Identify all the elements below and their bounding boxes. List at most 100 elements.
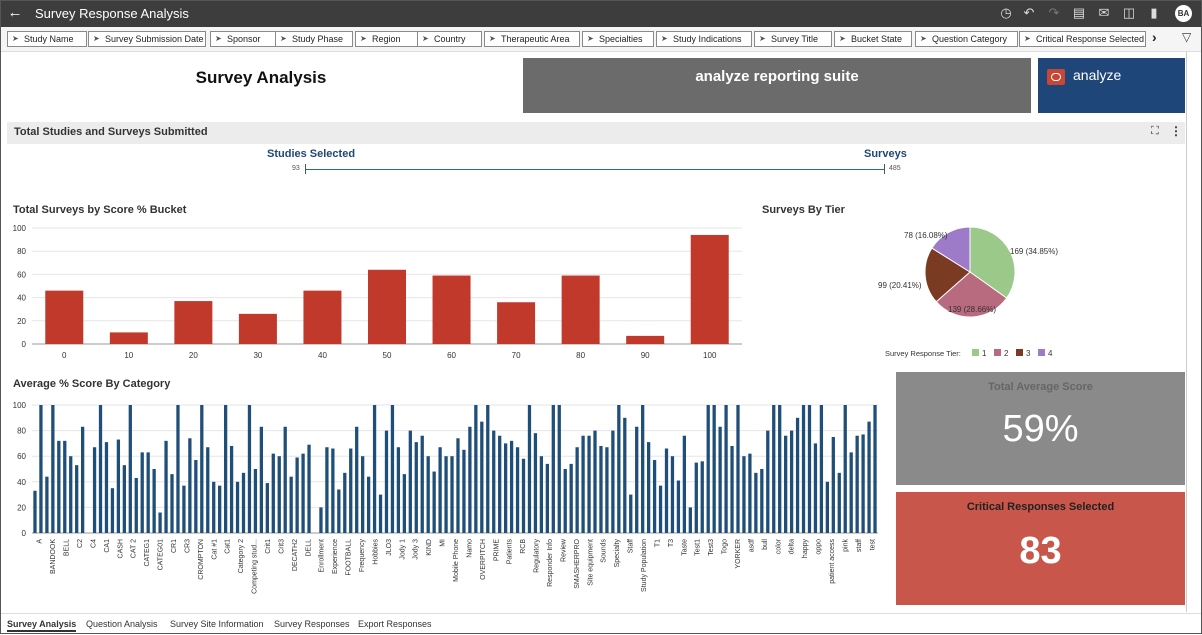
- surveys-label: Surveys: [864, 148, 907, 160]
- bar: [700, 461, 704, 533]
- pin-icon: ➤: [839, 34, 846, 43]
- filter-therapeutic-area[interactable]: ➤ Therapeutic Area: [484, 31, 580, 47]
- bar: [468, 426, 472, 533]
- filter-region[interactable]: ➤ Region: [355, 31, 419, 47]
- bar: [146, 452, 150, 533]
- bar: [748, 453, 752, 533]
- logo-text: analyze: [1073, 67, 1122, 83]
- filter-question-category[interactable]: ➤ Question Category: [915, 31, 1018, 47]
- filter-survey-title[interactable]: ➤ Survey Title: [754, 31, 832, 47]
- bookmark-icon[interactable]: ▮: [1150, 5, 1158, 20]
- pin-icon: ➤: [920, 34, 927, 43]
- filter-label: Specialties: [599, 34, 643, 44]
- bar: [98, 405, 103, 533]
- y-tick-label: 80: [17, 247, 26, 256]
- critical-responses-label: Critical Responses Selected: [966, 501, 1115, 513]
- undo-icon[interactable]: ↶: [1023, 5, 1035, 20]
- x-tick-label: pink: [842, 539, 849, 552]
- bar: [229, 445, 234, 533]
- bar: [682, 435, 687, 533]
- filter-sponsor[interactable]: ➤ Sponsor: [210, 31, 280, 47]
- bar: [164, 440, 168, 533]
- x-tick-label: OVERPITCH: [480, 539, 487, 580]
- filter-survey-submission-date[interactable]: ➤ Survey Submission Date: [88, 31, 206, 47]
- filter-label: Country: [434, 34, 466, 44]
- tab-export-responses[interactable]: Export Responses: [358, 619, 432, 629]
- bar: [277, 456, 281, 533]
- tab-survey-responses[interactable]: Survey Responses: [274, 619, 350, 629]
- expand-icon[interactable]: ⛶: [1151, 125, 1159, 137]
- bar: [212, 481, 216, 533]
- bar: [724, 405, 728, 533]
- bar: [158, 512, 162, 533]
- bar: [110, 488, 115, 533]
- studies-tick: [305, 164, 306, 174]
- bar: [867, 421, 871, 533]
- bar: [438, 447, 442, 533]
- filter-label: Study Indications: [673, 34, 742, 44]
- filter-country[interactable]: ➤ Country: [417, 31, 482, 47]
- score-bucket-chart: 0 20 40 60 80 100 0 10 20 30 40 50 60 70 80 90 100: [13, 224, 742, 360]
- x-tick-label: Enrollment: [319, 539, 326, 573]
- legend-swatch: [994, 349, 1001, 356]
- back-arrow-icon[interactable]: ←: [7, 4, 23, 21]
- bar: [873, 405, 877, 533]
- x-tick-label: 30: [253, 351, 262, 360]
- filter-study-name[interactable]: ➤ Study Name: [7, 31, 87, 47]
- scrollbar[interactable]: [1186, 52, 1187, 612]
- bar: [140, 452, 144, 533]
- bar: [408, 430, 412, 533]
- bar: [81, 426, 85, 533]
- avatar[interactable]: BA: [1175, 5, 1192, 22]
- bar: [456, 438, 460, 533]
- surveys-value: 485: [889, 165, 901, 172]
- bar: [593, 430, 597, 533]
- comment-icon[interactable]: ✉: [1098, 5, 1110, 20]
- bar: [253, 469, 258, 533]
- app-title: Survey Response Analysis: [35, 6, 189, 21]
- chevron-right-icon[interactable]: ›: [1152, 29, 1157, 45]
- tab-question-analysis[interactable]: Question Analysis: [86, 619, 158, 629]
- pin-icon: ➤: [759, 34, 766, 43]
- tab-survey-site-information[interactable]: Survey Site Information: [170, 619, 264, 629]
- bar: [527, 405, 532, 533]
- filter-critical-response-selected[interactable]: ➤ Critical Response Selected: [1019, 31, 1146, 47]
- present-icon[interactable]: ◫: [1122, 5, 1136, 20]
- banner-tile: analyze reporting suite: [523, 58, 1031, 113]
- bar: [426, 456, 430, 533]
- x-tick-label: CROMPTON: [198, 539, 205, 580]
- bar: [259, 426, 264, 533]
- bar: [188, 438, 192, 533]
- legend-label: 3: [1026, 349, 1031, 358]
- more-options-icon[interactable]: ⋮: [1170, 124, 1182, 138]
- bar: [104, 442, 109, 533]
- filter-study-indications[interactable]: ➤ Study Indications: [656, 31, 752, 47]
- filter-bucket-state[interactable]: ➤ Bucket State: [834, 31, 912, 47]
- x-tick-label: KIND: [426, 539, 433, 556]
- x-tick-label: C2: [77, 539, 84, 548]
- save-icon[interactable]: ▤: [1072, 5, 1086, 20]
- filter-specialties[interactable]: ➤ Specialties: [582, 31, 654, 47]
- tab-survey-analysis[interactable]: Survey Analysis: [7, 619, 77, 632]
- bar: [223, 405, 228, 533]
- total-average-score-tile: Total Average Score 59%: [896, 372, 1185, 485]
- pin-icon: ➤: [93, 34, 100, 43]
- bar: [652, 460, 657, 533]
- bar: [617, 405, 621, 533]
- filter-label: Critical Response Selected: [1036, 34, 1145, 44]
- x-tick-label: CATEG1: [144, 539, 151, 567]
- x-tick-label: Mobile Phone: [453, 539, 460, 582]
- bar: [51, 405, 55, 533]
- x-tick-label: Taste: [681, 539, 688, 556]
- bar: [694, 462, 698, 533]
- redo-icon[interactable]: ↷: [1048, 5, 1060, 20]
- history-icon[interactable]: ◷: [1000, 5, 1012, 20]
- bar: [629, 494, 633, 533]
- score-bucket-chart-title: Total Surveys by Score % Bucket: [13, 204, 187, 216]
- filter-label: Region: [372, 34, 401, 44]
- filter-icon[interactable]: ▽: [1182, 30, 1192, 44]
- pin-icon: ➤: [489, 34, 496, 43]
- x-tick-label: SMASHERPRO: [574, 538, 581, 588]
- filter-study-phase[interactable]: ➤ Study Phase: [275, 31, 353, 47]
- pin-icon: ➤: [360, 34, 367, 43]
